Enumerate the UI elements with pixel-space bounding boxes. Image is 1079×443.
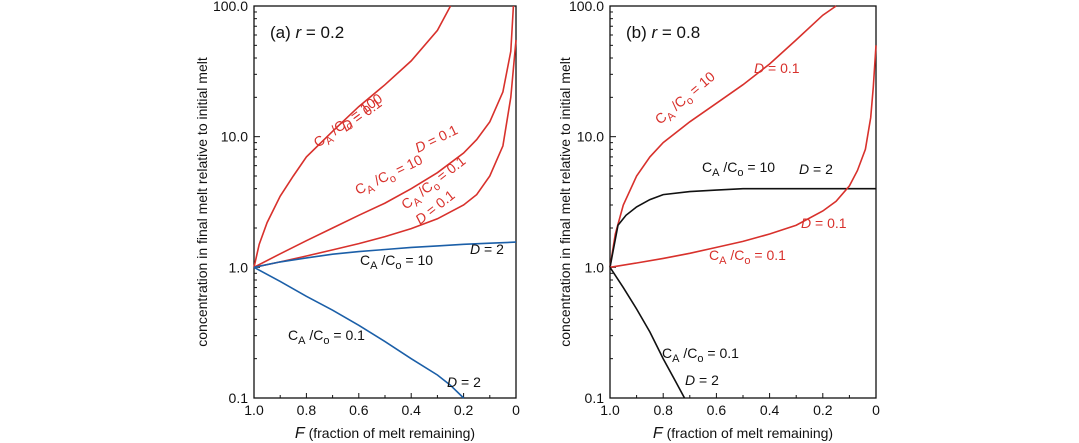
curve-annotation: D = 2 bbox=[470, 241, 504, 257]
x-tick-label: 0.4 bbox=[401, 402, 421, 418]
y-tick-label: 10.0 bbox=[577, 129, 604, 145]
panel-title: (b) r = 0.8 bbox=[626, 23, 700, 42]
series-line-1 bbox=[253, 5, 515, 269]
series-line-4 bbox=[253, 266, 465, 399]
y-tick-label: 0.1 bbox=[229, 390, 249, 406]
y-tick-label: 0.1 bbox=[585, 390, 605, 406]
x-tick-label: 0.6 bbox=[349, 402, 369, 418]
series-line-0 bbox=[253, 5, 452, 268]
y-tick-label: 100.0 bbox=[213, 0, 248, 14]
y-tick-label: 100.0 bbox=[569, 0, 604, 14]
panel-a: 1.0 0.8 0.6 0.4 0.2 00.11.010.0100.0concentra… bbox=[194, 0, 520, 442]
y-axis-label: concentration in final melt relative to … bbox=[194, 57, 210, 347]
curve-annotation: CA /Co = 0.1 bbox=[288, 327, 365, 347]
curve-annotation: D = 2 bbox=[799, 161, 833, 177]
curve-annotation: CA /Co = 0.1 bbox=[662, 345, 739, 365]
curve-annotation: D = 2 bbox=[447, 374, 481, 390]
series-line-3 bbox=[253, 241, 517, 269]
curve-annotation: D = 0.1 bbox=[412, 121, 460, 155]
y-tick-label: 1.0 bbox=[585, 259, 605, 275]
x-axis-label: F (fraction of melt remaining) bbox=[653, 425, 833, 442]
x-tick-label: 1.0 bbox=[600, 402, 620, 418]
x-tick-label: 0.2 bbox=[813, 402, 833, 418]
x-tick-label: 0.8 bbox=[297, 402, 317, 418]
y-tick-label: 10.0 bbox=[221, 129, 248, 145]
curve-annotation: CA /Co = 10 bbox=[360, 252, 433, 272]
x-tick-label: 0.4 bbox=[760, 402, 780, 418]
y-axis-label: concentration in final melt relative to … bbox=[557, 57, 573, 347]
panel-title: (a) r = 0.2 bbox=[270, 23, 344, 42]
x-tick-label: 1.0 bbox=[244, 402, 264, 418]
curve-annotation: CA /Co = 0.1 bbox=[709, 247, 786, 267]
series-line-2 bbox=[609, 45, 877, 269]
x-tick-label: 0 bbox=[512, 402, 520, 418]
curve-annotation: D = 0.1 bbox=[801, 215, 847, 231]
series-line-0 bbox=[609, 5, 837, 268]
series-line-3 bbox=[609, 266, 686, 399]
curve-annotation: D = 2 bbox=[685, 372, 719, 388]
panel-b: 1.0 0.8 0.6 0.4 0.2 00.11.010.0100.0concentra… bbox=[557, 0, 880, 442]
y-tick-label: 1.0 bbox=[229, 259, 249, 275]
x-tick-label: 0.6 bbox=[707, 402, 727, 418]
curve-annotation: CA /Co = 10 bbox=[702, 159, 775, 179]
curve-annotation: CA /Co = 10 bbox=[652, 68, 721, 130]
series-line-1 bbox=[609, 187, 876, 268]
x-axis-label: F (fraction of melt remaining) bbox=[295, 425, 475, 442]
x-tick-label: 0.8 bbox=[653, 402, 673, 418]
series-line-2 bbox=[253, 39, 517, 269]
curve-annotation: D = 0.1 bbox=[754, 60, 800, 76]
x-tick-label: 0.2 bbox=[454, 402, 474, 418]
x-tick-label: 0 bbox=[872, 402, 880, 418]
